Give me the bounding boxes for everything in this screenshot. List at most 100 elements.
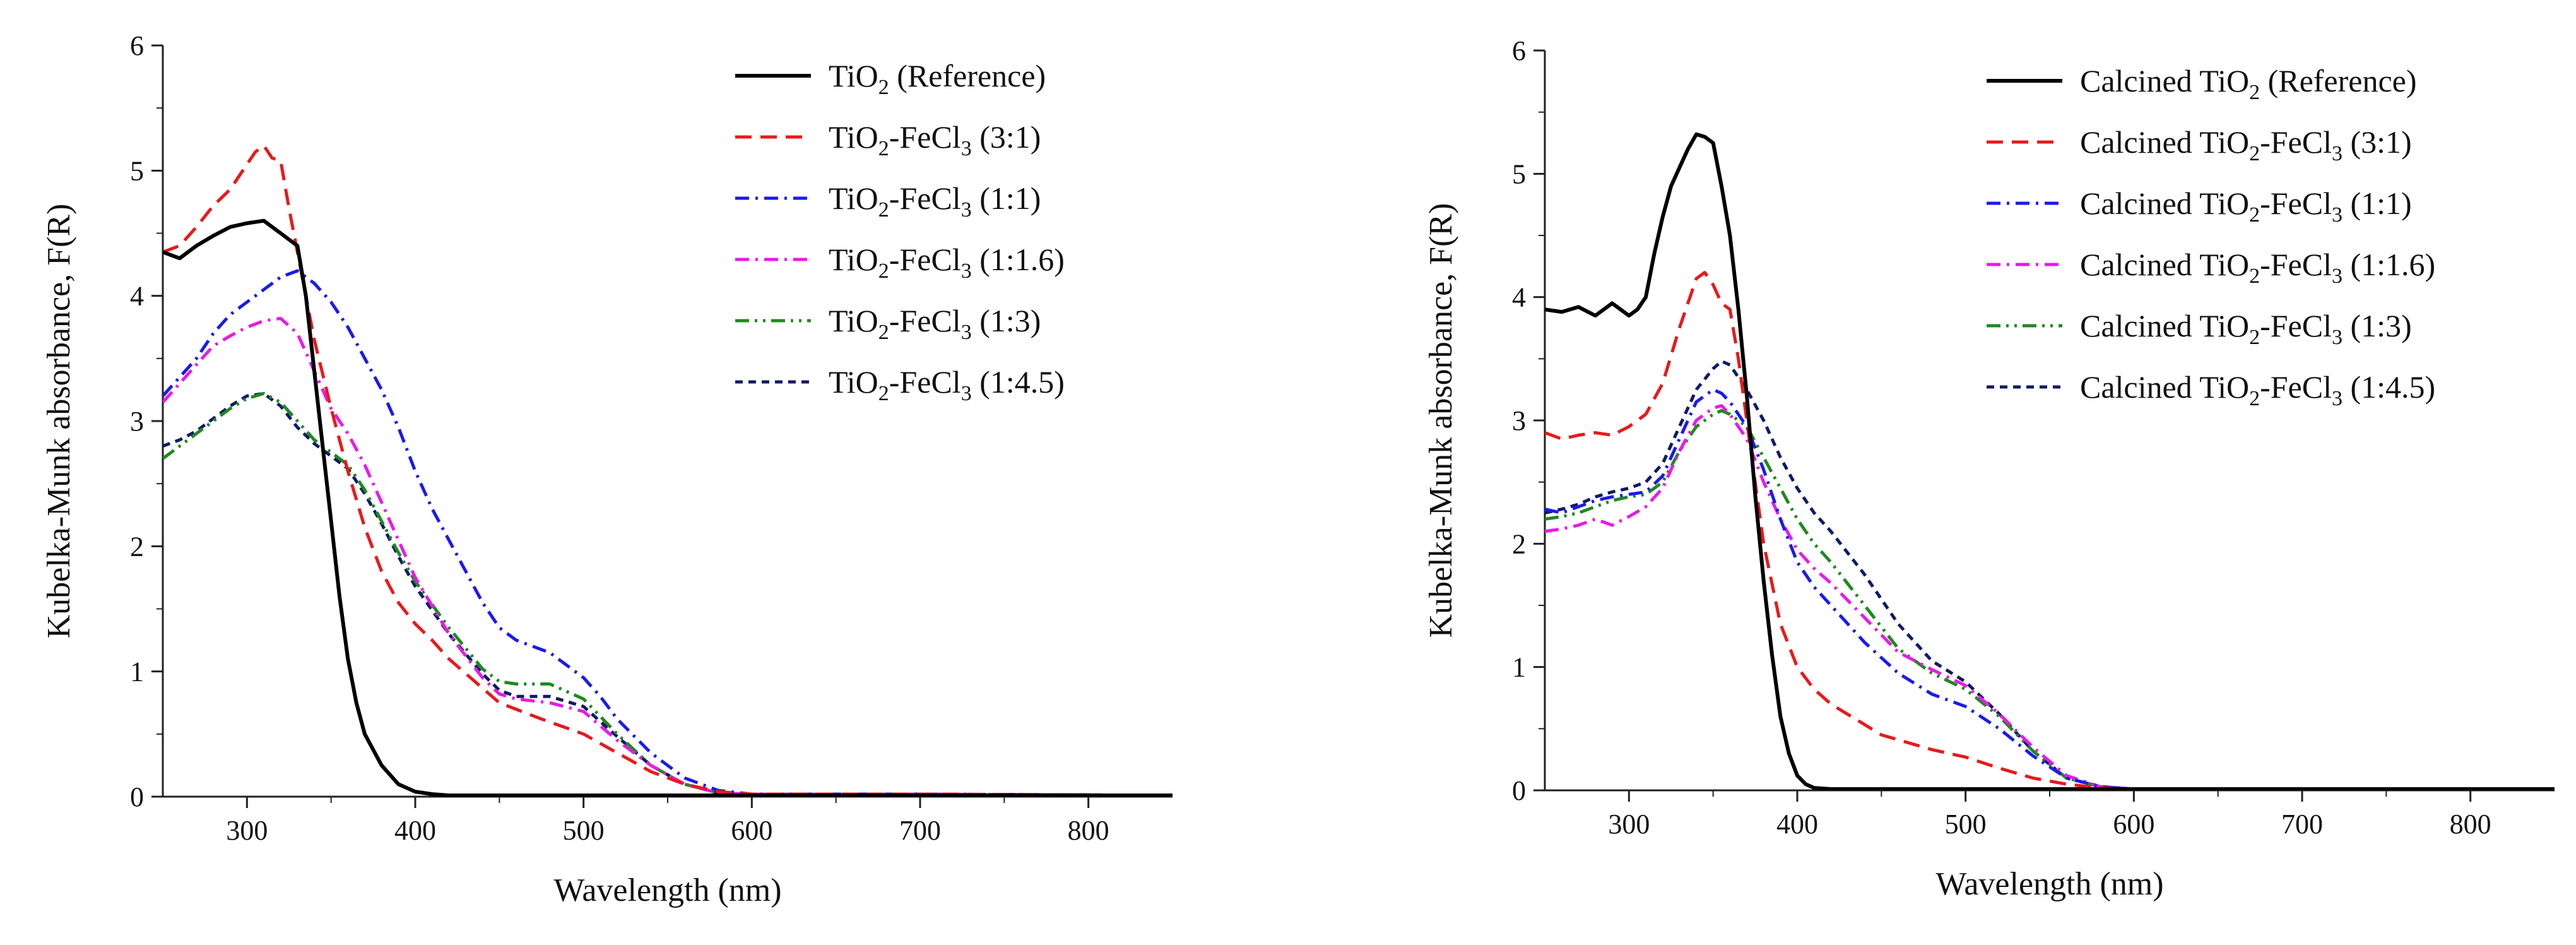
chart-panel-1: 0 1 2 3 4 5 6 300 400 500 600 700 800 Wavelength (nm)… <box>41 30 1173 908</box>
legend-text-part: -FeCl <box>2260 186 2332 221</box>
legend-text-part: (1:3) <box>972 303 1041 338</box>
legend-text-part: 3 <box>961 137 972 160</box>
series-line-4 <box>1545 404 2555 790</box>
y-tick-label: 6 <box>130 30 144 61</box>
series-line-2 <box>163 144 1173 797</box>
series-line-3 <box>163 269 1173 797</box>
y-axis-title: Kubelka-Munk absorbance, F(R) <box>41 204 77 639</box>
legend-text-part: TiO <box>829 58 878 93</box>
legend-text-part: 2 <box>878 137 889 160</box>
x-tick-label: 700 <box>899 815 941 846</box>
legend-text-part: (1:1) <box>972 181 1041 216</box>
series-line-5 <box>1545 408 2555 790</box>
legend-text-part: 2 <box>2249 326 2260 349</box>
legend-label-3: TiO2-FeCl3 (1:1) <box>829 181 1041 222</box>
legend-label-2: TiO2-FeCl3 (3:1) <box>829 119 1041 160</box>
legend-text-part: Calcined TiO <box>2080 369 2249 405</box>
series-line-1 <box>1545 132 2555 790</box>
y-tick-label: 3 <box>1512 405 1526 436</box>
legend-text-part: (3:1) <box>2343 124 2412 160</box>
legend-text-part: 3 <box>2332 142 2343 165</box>
legend-text-part: 2 <box>2249 264 2260 288</box>
legend-text-part: 3 <box>2332 264 2343 288</box>
x-tick-label: 400 <box>1776 809 1818 840</box>
y-tick-label: 1 <box>1512 652 1526 683</box>
legend-label-4: Calcined TiO2-FeCl3 (1:1.6) <box>2080 247 2435 288</box>
y-axis-title: Kubelka-Munk absorbance, F(R) <box>1423 203 1459 638</box>
x-tick-label: 300 <box>1608 809 1650 840</box>
legend-text-part: 3 <box>961 198 972 222</box>
y-tick-label: 2 <box>1512 528 1526 559</box>
legend-text-part: 2 <box>878 382 889 405</box>
series-line-3 <box>1545 388 2555 790</box>
y-tick-label: 0 <box>130 782 144 812</box>
legend-text-part: TiO <box>829 119 878 155</box>
legend-label-6: TiO2-FeCl3 (1:4.5) <box>829 364 1065 405</box>
legend-text-part: -FeCl <box>889 119 961 155</box>
x-axis-title: Wavelength (nm) <box>553 872 781 908</box>
legend-text-part: 2 <box>878 259 889 283</box>
legend-text-part: 2 <box>878 321 889 344</box>
series-line-2 <box>1545 271 2555 790</box>
y-tick-label: 0 <box>1512 775 1526 806</box>
x-tick-label: 500 <box>563 815 605 846</box>
y-tick-label: 4 <box>1512 282 1526 313</box>
legend-text-part: (Reference) <box>2260 63 2416 98</box>
legend-text-part: Calcined TiO <box>2080 247 2249 282</box>
legend-text-part: TiO <box>829 303 878 338</box>
series-line-1 <box>163 218 1173 797</box>
legend-text-part: 2 <box>2249 81 2260 104</box>
y-tick-label: 5 <box>130 155 144 186</box>
legend-text-part: 3 <box>961 259 972 283</box>
legend-label-4: TiO2-FeCl3 (1:1.6) <box>829 242 1065 283</box>
x-tick-label: 700 <box>2281 809 2323 840</box>
legend-text-part: 3 <box>2332 387 2343 410</box>
y-tick-label: 3 <box>130 406 144 437</box>
legend-text-part: 2 <box>2249 142 2260 165</box>
legend-text-part: 3 <box>961 382 972 405</box>
legend-text-part: Calcined TiO <box>2080 124 2249 160</box>
legend-label-2: Calcined TiO2-FeCl3 (3:1) <box>2080 124 2412 165</box>
legend-text-part: 3 <box>2332 203 2343 227</box>
y-tick-label: 4 <box>130 281 144 312</box>
x-tick-label: 500 <box>1945 809 1987 840</box>
legend-text-part: 3 <box>961 321 972 344</box>
legend: Calcined TiO2 (Reference)Calcined TiO2-F… <box>1987 63 2435 410</box>
legend-text-part: TiO <box>829 242 878 277</box>
legend-label-3: Calcined TiO2-FeCl3 (1:1) <box>2080 186 2412 227</box>
x-tick-label: 800 <box>1068 815 1109 846</box>
legend-text-part: -FeCl <box>2260 124 2332 160</box>
legend-label-1: TiO2 (Reference) <box>829 58 1046 99</box>
y-tick-label: 5 <box>1512 158 1526 189</box>
legend-text-part: 3 <box>2332 326 2343 349</box>
legend-text-part: 2 <box>2249 387 2260 410</box>
legend-label-5: Calcined TiO2-FeCl3 (1:3) <box>2080 308 2412 349</box>
series-line-4 <box>163 316 1173 797</box>
series-line-6 <box>163 391 1173 797</box>
legend-text-part: (1:3) <box>2343 308 2412 343</box>
legend-text-part: -FeCl <box>889 303 961 338</box>
x-tick-label: 600 <box>731 815 772 846</box>
legend-text-part: Calcined TiO <box>2080 186 2249 221</box>
legend-text-part: -FeCl <box>889 181 961 216</box>
y-tick-label: 2 <box>130 531 144 562</box>
legend: TiO2 (Reference)TiO2-FeCl3 (3:1)TiO2-FeC… <box>735 58 1065 405</box>
legend-text-part: TiO <box>829 181 878 216</box>
chart-panel-2: 0 1 2 3 4 5 6 300 400 500 600 700 800 Wavelength (nm)… <box>1423 35 2555 902</box>
legend-text-part: Calcined TiO <box>2080 63 2249 98</box>
legend-label-6: Calcined TiO2-FeCl3 (1:4.5) <box>2080 369 2435 410</box>
legend-text-part: -FeCl <box>889 242 961 277</box>
legend-text-part: -FeCl <box>2260 247 2332 282</box>
legend-text-part: (3:1) <box>972 119 1041 155</box>
legend-text-part: (1:1.6) <box>2343 247 2435 282</box>
x-tick-label: 600 <box>2113 809 2154 840</box>
legend-label-5: TiO2-FeCl3 (1:3) <box>829 303 1041 344</box>
legend-text-part: 2 <box>878 76 889 99</box>
legend-label-1: Calcined TiO2 (Reference) <box>2080 63 2417 104</box>
x-tick-label: 400 <box>394 815 436 846</box>
legend-text-part: -FeCl <box>2260 369 2332 405</box>
legend-text-part: 2 <box>2249 203 2260 227</box>
x-axis-title: Wavelength (nm) <box>1935 866 2163 902</box>
legend-text-part: (Reference) <box>889 58 1046 93</box>
